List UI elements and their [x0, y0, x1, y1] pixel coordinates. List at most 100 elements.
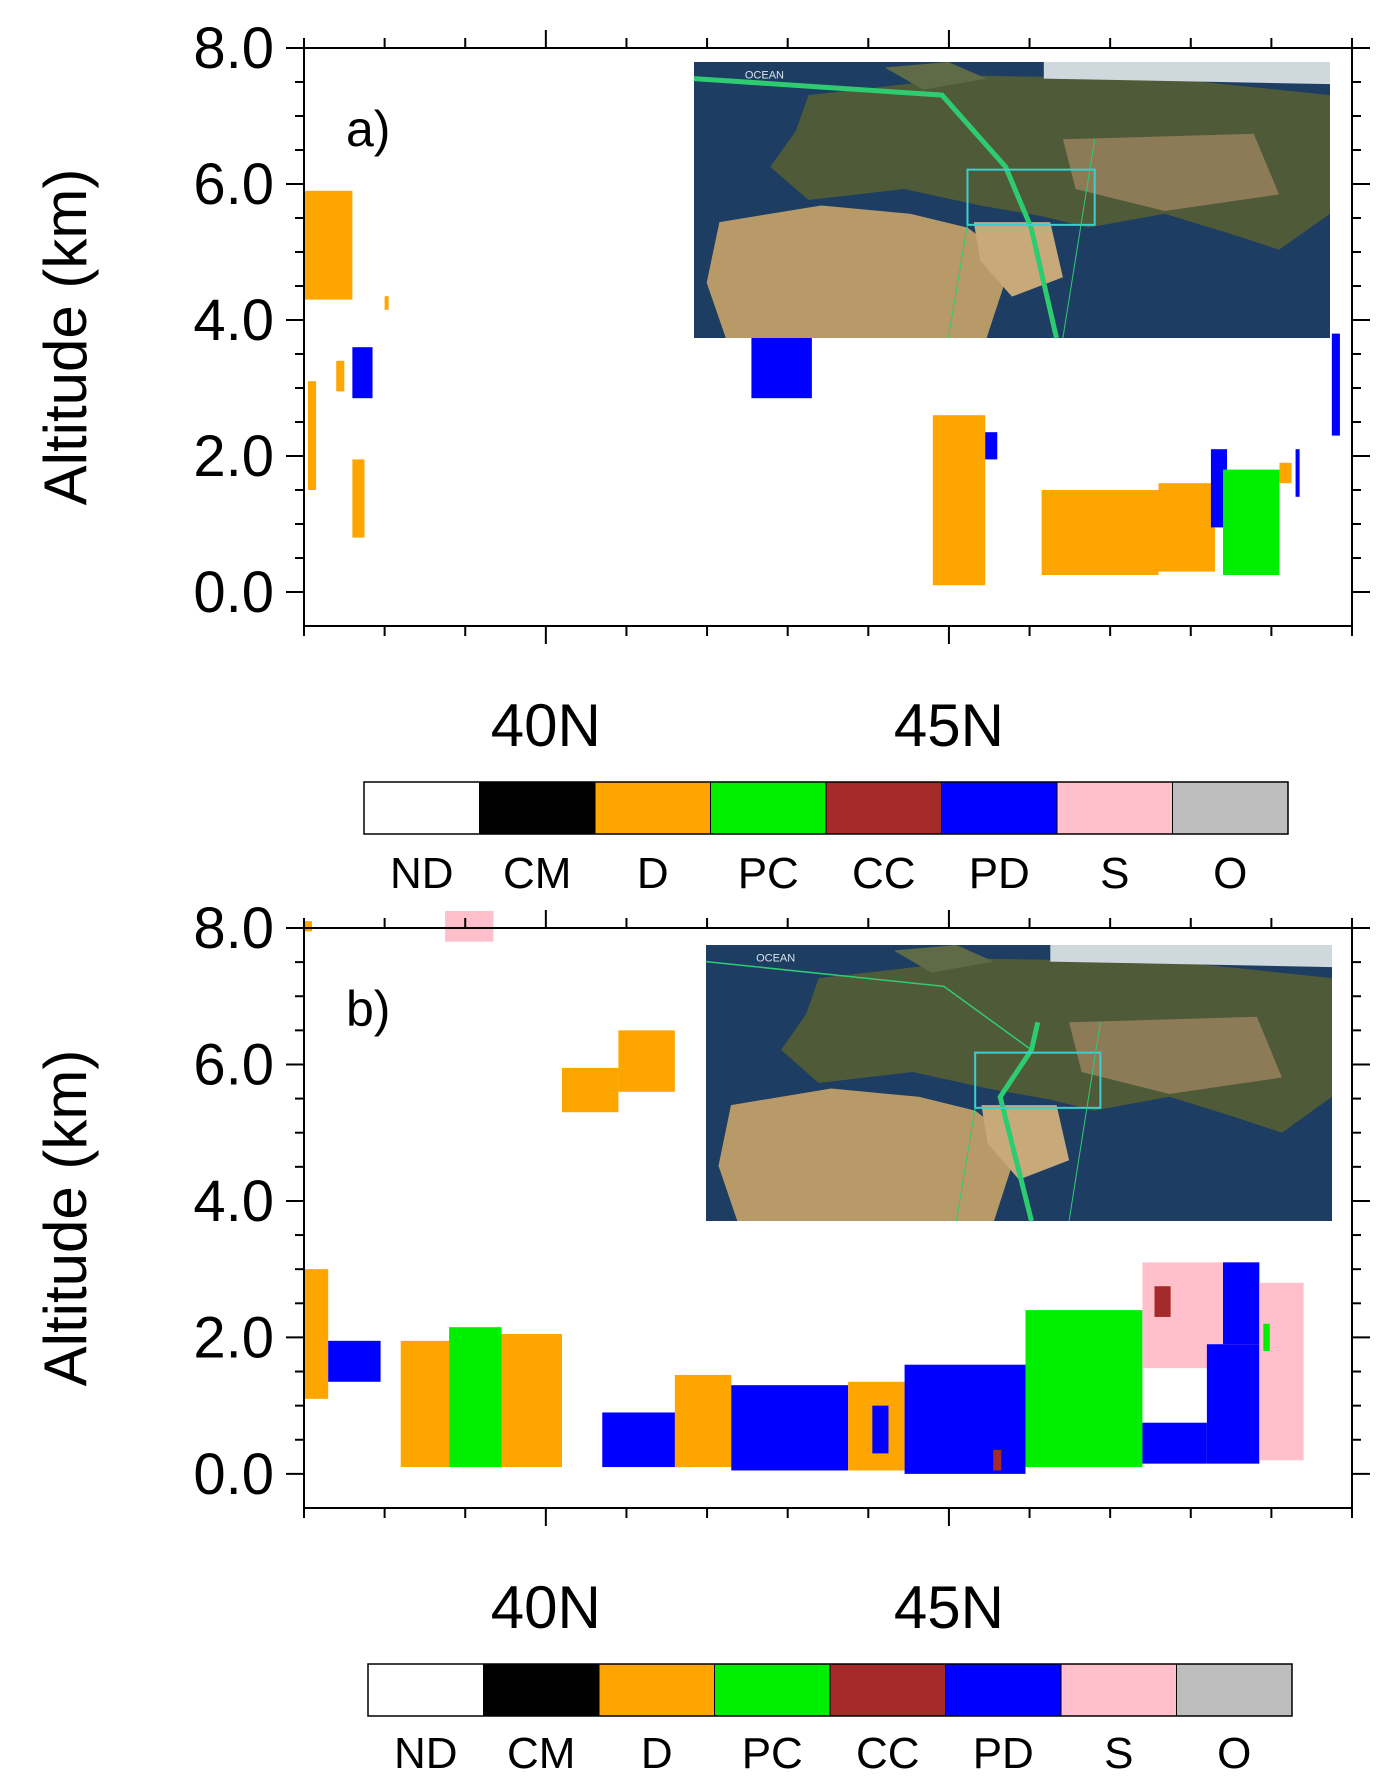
region-PD: [1206, 1344, 1260, 1464]
legend: ND CM D PC CC PD S O: [363, 781, 1289, 898]
zoom-line: [1062, 139, 1096, 339]
region-D: [384, 296, 389, 310]
x-tick-label: 45N: [894, 692, 1004, 759]
legend-swatch-nd: [363, 781, 480, 835]
africa-landmass: [706, 205, 1012, 338]
x-tick-label: 40N: [491, 692, 601, 759]
panel-label: a): [346, 101, 390, 157]
plot-frame: [303, 927, 1353, 1509]
region-D: [400, 1340, 450, 1468]
legend-swatch-pc: [710, 781, 827, 835]
central-asia-landmass: [1062, 133, 1280, 211]
region-D: [932, 415, 986, 586]
legend-label-cc: CC: [852, 849, 916, 898]
region-PD: [1331, 333, 1340, 436]
region-PD: [328, 1340, 381, 1382]
legend-label-d: D: [637, 849, 669, 898]
inset-ocean-label: OCEAN: [756, 953, 795, 965]
legend-label-s: S: [1104, 1729, 1133, 1776]
legend-swatch-o: [1172, 781, 1289, 835]
legend-swatch-cc: [829, 1663, 946, 1717]
legend-label-pc: PC: [738, 849, 799, 898]
legend-swatch-d: [598, 1663, 715, 1717]
region-D: [352, 459, 365, 538]
legend-label-pd: PD: [969, 849, 1030, 898]
legend-swatch-pc: [714, 1663, 831, 1717]
y-tick-label: 8.0: [193, 16, 274, 81]
region-PC: [1223, 469, 1280, 575]
satellite-track: [693, 76, 1059, 339]
region-D: [561, 1067, 619, 1113]
legend-swatch-cm: [483, 1663, 600, 1717]
region-PD: [985, 432, 998, 460]
legend-label-pc: PC: [742, 1729, 803, 1776]
region-D: [304, 1269, 329, 1399]
legend-swatch-s: [1056, 781, 1173, 835]
region-D: [308, 381, 317, 490]
legend-label-cm: CM: [507, 1729, 575, 1776]
region-D: [1041, 490, 1159, 575]
legend-label-d: D: [641, 1729, 673, 1776]
y-tick-label: 0.0: [193, 560, 274, 625]
study-region-box: [974, 1051, 1102, 1109]
legend-label-s: S: [1100, 849, 1129, 898]
legend-swatch-d: [594, 781, 711, 835]
legend-swatch-pd: [945, 1663, 1062, 1717]
legend-label-pd: PD: [973, 1729, 1034, 1776]
y-axis-title: Altitude (km): [32, 169, 99, 506]
y-tick-label: 2.0: [193, 1305, 274, 1370]
arabia-landmass: [981, 1105, 1070, 1180]
arctic-ice: [1043, 62, 1330, 85]
x-tick-label: 45N: [894, 1574, 1004, 1641]
region-D: [304, 921, 313, 932]
panel-label: b): [346, 981, 390, 1037]
plot-frame: [303, 47, 1353, 627]
legend-label-cc: CC: [856, 1729, 920, 1776]
study-region-box: [966, 168, 1096, 226]
legend-frame: [367, 1663, 1293, 1717]
region-PD: [751, 326, 812, 399]
region-D: [1158, 483, 1215, 572]
inset-map: OCEAN: [705, 945, 1332, 1222]
legend-swatch-cm: [479, 781, 596, 835]
y-tick-label: 4.0: [193, 1169, 274, 1234]
region-PD: [1295, 449, 1300, 497]
region-D: [674, 1374, 732, 1468]
region-CC: [993, 1450, 1002, 1471]
region-CC: [1154, 1286, 1171, 1317]
scandinavia-landmass: [884, 62, 987, 90]
legend-swatch-nd: [367, 1663, 484, 1717]
region-D: [501, 1334, 562, 1468]
y-tick-label: 6.0: [193, 152, 274, 217]
zoom-line: [1068, 1022, 1101, 1222]
region-D: [336, 360, 345, 392]
legend-label-o: O: [1217, 1729, 1251, 1776]
panel-b: OCEAN 0.0 2.0 4.0 6.0 8.0 40N 45N Altitude (km) b…: [32, 896, 1370, 1776]
region-S: [1259, 1282, 1304, 1461]
legend-swatch-pd: [941, 781, 1058, 835]
y-tick-label: 2.0: [193, 424, 274, 489]
satellite-track: [997, 1021, 1041, 1222]
legend-label-nd: ND: [390, 849, 454, 898]
region-PD: [904, 1364, 1026, 1474]
inset-map: OCEAN: [693, 62, 1330, 339]
legend-label-nd: ND: [394, 1729, 458, 1776]
satellite-track-thin: [705, 960, 1032, 1051]
zoom-line: [947, 224, 968, 339]
region-S: [445, 910, 494, 942]
y-tick-label: 6.0: [193, 1032, 274, 1097]
legend-swatch-s: [1060, 1663, 1177, 1717]
inset-ocean-label: OCEAN: [745, 70, 784, 82]
region-PD: [352, 347, 373, 399]
region-PD: [872, 1405, 889, 1454]
legend-swatch-cc: [825, 781, 942, 835]
africa-landmass: [718, 1088, 1019, 1221]
legend-swatch-o: [1176, 1663, 1293, 1717]
legend: ND CM D PC CC PD S O: [367, 1663, 1293, 1776]
region-PD: [1142, 1422, 1207, 1464]
legend-label-o: O: [1213, 849, 1247, 898]
y-tick-label: 4.0: [193, 288, 274, 353]
arctic-ice: [1050, 945, 1332, 968]
x-tick-label: 40N: [491, 1574, 601, 1641]
